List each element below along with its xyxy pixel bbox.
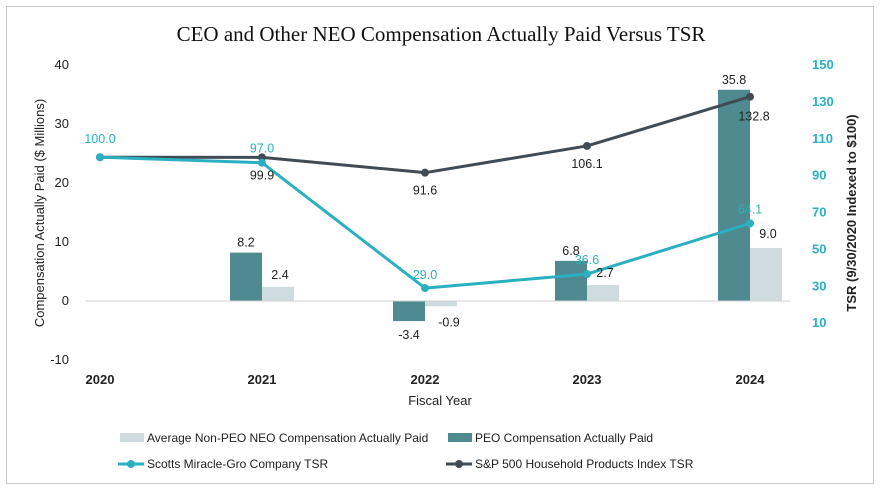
bar-peo [393,301,425,322]
line-data-label: 91.6 [413,184,437,198]
y-tick-label: 10 [55,234,69,249]
line-data-label: 132.8 [738,110,769,124]
y2-tick-label: 110 [812,131,833,146]
line-data-label: 100.0 [84,132,115,146]
line-data-label: 106.1 [571,157,602,171]
labels-layer: 8.2 -3.4 6.8 35.8 2.4 -0.9 2.7 9.0 99.9 91.6 106.1… [84,73,776,342]
x-tick-label: 2022 [411,372,440,387]
bar-data-label: 2.4 [271,268,288,282]
legend-marker [127,460,135,468]
bar-data-label: 35.8 [722,73,746,87]
bar-peo [230,252,262,301]
line-point [746,219,754,228]
bar-neo [750,247,782,301]
y-tick-label: 20 [55,175,69,190]
bar-peo [555,260,587,301]
line-point [583,141,591,150]
axes-layer: Compensation Actually Paid ($ Millions) … [32,57,859,408]
bars-layer [230,89,782,322]
legend-marker [455,460,463,468]
line-point [421,284,429,293]
y-tick-label: 40 [55,57,69,72]
line-data-label: 29.0 [413,268,437,282]
x-tick-label: 2023 [573,372,602,387]
bar-neo [262,286,294,301]
bar-data-label: 9.0 [759,227,776,241]
y-tick-label: 30 [55,116,69,131]
legend-swatch [448,433,472,442]
y2-tick-label: 130 [812,94,834,109]
line-data-label: 64.1 [738,202,762,216]
line-point [746,92,754,101]
y2-tick-label: 50 [812,241,826,256]
bar-data-label: 2.7 [596,266,613,280]
legend-entry: Average Non-PEO NEO Compensation Actuall… [147,431,428,445]
y-tick-label: -10 [50,352,69,367]
chart-title: CEO and Other NEO Compensation Actually … [176,22,706,46]
x-axis-label: Fiscal Year [408,393,472,408]
line-point [96,153,104,162]
x-tick-label: 2024 [736,372,766,387]
bar-data-label: -3.4 [398,328,420,342]
line-point [258,158,266,167]
y2-tick-label: 30 [812,278,826,293]
y2-tick-label: 10 [812,315,826,330]
y-axis-label: Compensation Actually Paid ($ Millions) [32,99,47,327]
y2-tick-label: 150 [812,57,834,72]
legend: Average Non-PEO NEO Compensation Actuall… [118,431,694,471]
bar-peo [718,89,750,301]
line-data-label: 99.9 [250,168,274,182]
bar-neo [587,285,619,301]
y-tick-label: 0 [62,293,69,308]
lines-layer [96,92,754,293]
line-data-label: 36.6 [575,253,599,267]
legend-entry: S&P 500 Household Products Index TSR [475,457,694,471]
y2-tick-label: 70 [812,205,826,220]
bar-neo [425,301,457,307]
x-tick-label: 2020 [86,372,115,387]
bar-data-label: 6.8 [562,244,579,258]
legend-entry: PEO Compensation Actually Paid [475,431,653,445]
line-data-label: 97.0 [250,142,274,156]
bar-data-label: -0.9 [438,315,460,329]
legend-entry: Scotts Miracle-Gro Company TSR [147,457,328,471]
line-point [421,168,429,177]
bar-data-label: 8.2 [237,236,254,250]
line-point [583,270,591,279]
chart-frame [6,6,874,484]
x-tick-label: 2021 [248,372,277,387]
y2-axis-label: TSR (9/30/2020 Indexed to $100) [844,114,859,311]
y2-tick-label: 90 [812,168,826,183]
legend-swatch [120,433,144,442]
